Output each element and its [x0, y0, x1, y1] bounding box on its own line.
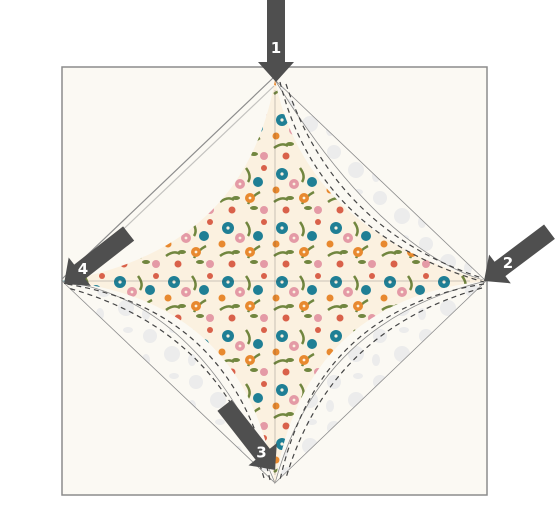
arrow-marker-1-label: 1: [271, 39, 281, 57]
arrow-marker-2-label: 2: [503, 254, 513, 272]
arrow-marker-3-label: 3: [256, 444, 266, 462]
arrow-marker-4-label: 4: [78, 260, 88, 278]
